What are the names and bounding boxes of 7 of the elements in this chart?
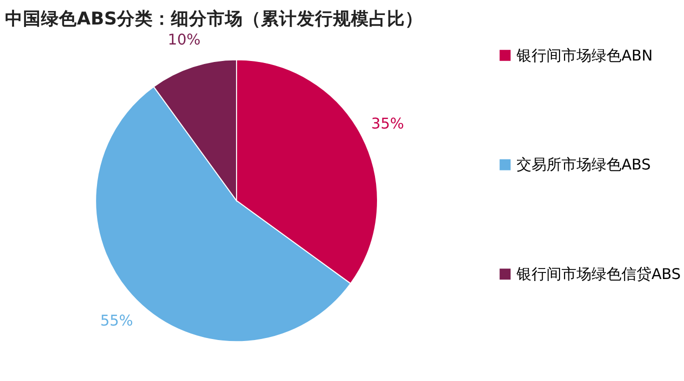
data-label: 35%: [371, 116, 404, 133]
legend-label: 银行间市场绿色ABN: [515, 47, 653, 64]
chart-title: 中国绿色ABS分类：细分市场（累计发行规模占比）: [4, 8, 423, 30]
data-label: 55%: [100, 312, 134, 330]
data-label: 10%: [168, 31, 201, 48]
legend-label: 交易所市场绿色ABS: [516, 156, 651, 174]
legend-label: 银行间市场绿色信贷ABS: [515, 266, 681, 284]
